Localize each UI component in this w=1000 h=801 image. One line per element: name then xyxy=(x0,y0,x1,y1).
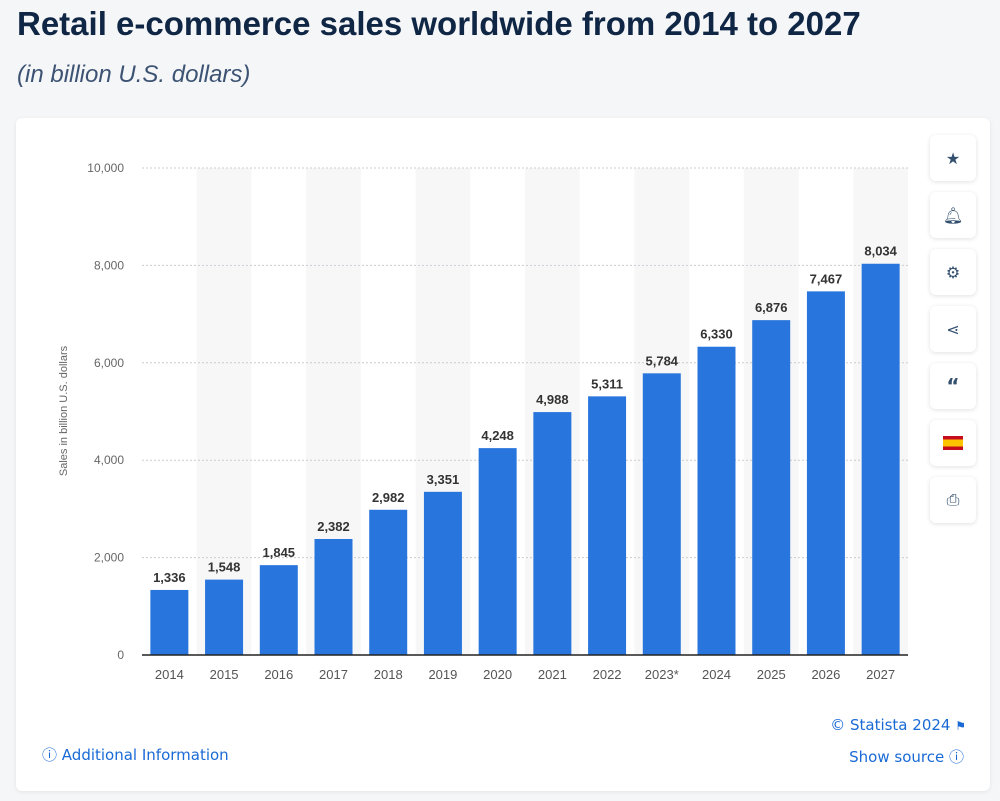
star-icon[interactable]: ★ xyxy=(930,135,976,181)
x-tick-label: 2014 xyxy=(155,667,184,682)
flag-icon[interactable]: ⚑ xyxy=(955,719,966,733)
bar-2025 xyxy=(752,320,791,655)
bar-2026 xyxy=(806,291,845,655)
bar-2024 xyxy=(697,346,736,655)
bar-2021 xyxy=(533,412,572,655)
share-icon[interactable]: ⋖ xyxy=(930,306,976,352)
bar-2016 xyxy=(259,565,298,655)
bar-2015 xyxy=(205,579,244,655)
data-label: 6,330 xyxy=(700,327,733,342)
show-source-label: Show source xyxy=(849,748,945,766)
page-title: Retail e-commerce sales worldwide from 2… xyxy=(17,5,861,42)
bar-2019 xyxy=(423,491,462,655)
x-tick-label: 2017 xyxy=(319,667,348,682)
y-tick-label: 0 xyxy=(117,648,124,662)
x-tick-label: 2016 xyxy=(264,667,293,682)
additional-info-label: Additional Information xyxy=(61,746,229,764)
x-tick-label: 2019 xyxy=(428,667,457,682)
x-tick-label: 2021 xyxy=(538,667,567,682)
x-tick-label: 2024 xyxy=(702,667,731,682)
x-tick-label: 2018 xyxy=(374,667,403,682)
quote-icon[interactable]: “ xyxy=(930,363,976,409)
additional-info-link[interactable]: ⓘ Additional Information xyxy=(42,744,229,765)
page-subtitle: (in billion U.S. dollars) xyxy=(17,61,251,88)
data-label: 1,336 xyxy=(153,570,186,585)
data-label: 2,982 xyxy=(372,490,405,505)
print-icon[interactable]: ⎙ xyxy=(930,477,976,523)
y-tick-label: 4,000 xyxy=(94,453,124,467)
bell-icon[interactable]: 🔔︎ xyxy=(930,192,976,238)
x-tick-label: 2025 xyxy=(757,667,786,682)
x-tick-label: 2020 xyxy=(483,667,512,682)
info-icon: ⓘ xyxy=(948,748,964,766)
spain-flag-icon[interactable] xyxy=(930,420,976,466)
x-tick-label: 2022 xyxy=(593,667,622,682)
gear-icon[interactable]: ⚙ xyxy=(930,249,976,295)
y-tick-label: 10,000 xyxy=(87,161,124,175)
data-label: 1,548 xyxy=(208,560,241,575)
y-tick-label: 2,000 xyxy=(94,551,124,565)
y-tick-label: 8,000 xyxy=(94,258,124,272)
bar-2018 xyxy=(369,509,408,655)
bar-2023* xyxy=(642,373,681,655)
x-tick-label: 2027 xyxy=(866,667,895,682)
x-tick-label: 2026 xyxy=(811,667,840,682)
data-label: 1,845 xyxy=(263,545,296,560)
data-label: 4,248 xyxy=(481,428,514,443)
bar-2020 xyxy=(478,448,517,655)
statista-copyright[interactable]: © Statista 2024 ⚑ xyxy=(830,716,966,734)
x-tick-label: 2015 xyxy=(210,667,239,682)
data-label: 2,382 xyxy=(317,519,350,534)
data-label: 5,784 xyxy=(646,353,679,368)
info-icon: ⓘ xyxy=(42,746,58,764)
data-label: 8,034 xyxy=(864,244,897,259)
bar-2017 xyxy=(314,538,353,655)
data-label: 6,876 xyxy=(755,300,788,315)
bar-2014 xyxy=(150,589,189,655)
data-label: 7,467 xyxy=(810,271,843,286)
bar-2022 xyxy=(588,396,627,655)
x-tick-label: 2023* xyxy=(645,667,679,682)
y-tick-label: 6,000 xyxy=(94,356,124,370)
data-label: 4,988 xyxy=(536,392,569,407)
copyright-label: © Statista 2024 xyxy=(830,716,951,734)
data-label: 3,351 xyxy=(427,472,460,487)
bar-2027 xyxy=(861,263,900,655)
data-label: 5,311 xyxy=(591,376,623,391)
band-shade xyxy=(196,168,252,655)
y-axis-label: Sales in billion U.S. dollars xyxy=(58,345,70,476)
show-source-link[interactable]: Show source ⓘ xyxy=(849,746,964,767)
